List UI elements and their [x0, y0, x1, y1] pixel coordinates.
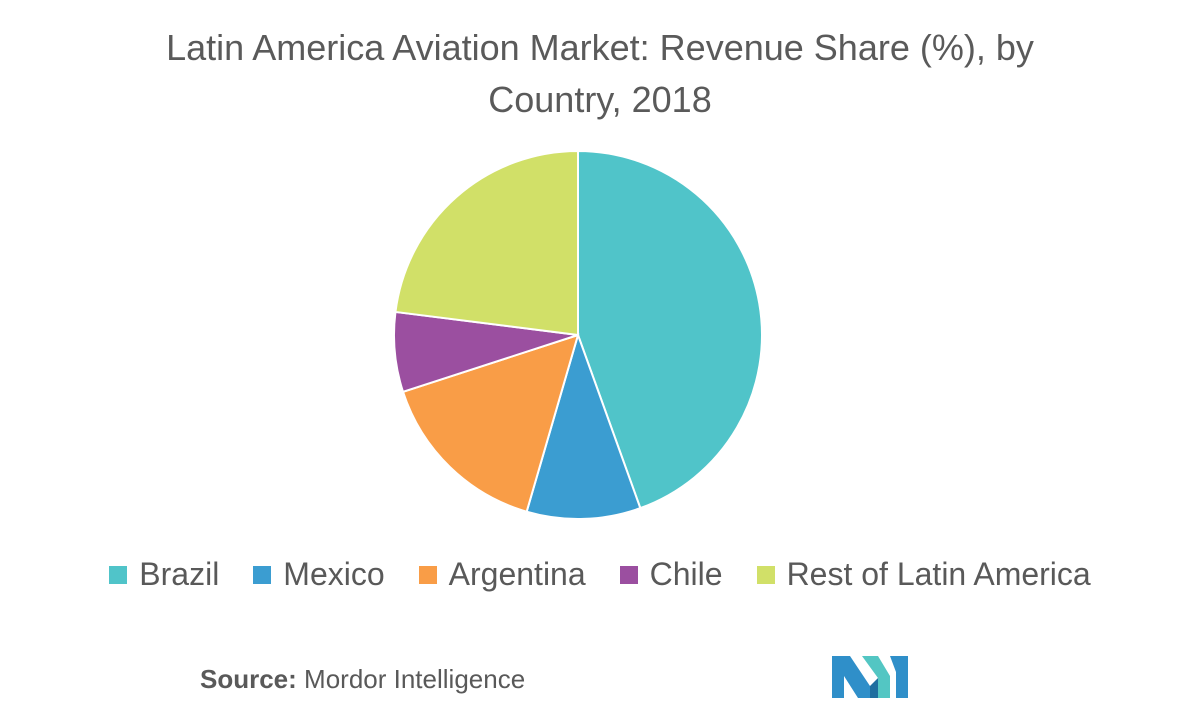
source-text: Mordor Intelligence [304, 664, 526, 694]
pie-slice-argentina [401, 333, 580, 513]
source-note: Source: Mordor Intelligence [200, 664, 525, 695]
pie-slice-brazil [577, 149, 763, 510]
legend-label-argentina: Argentina [448, 556, 586, 592]
legend-swatch-argentina [418, 565, 437, 584]
legend-item-argentina: Argentina [418, 556, 586, 593]
legend-swatch-mexico [253, 565, 272, 584]
legend-item-brazil: Brazil [109, 556, 219, 593]
chart-legend: Brazil Mexico Argentina Chile Rest of Latin … [0, 556, 1200, 593]
legend-swatch-brazil [109, 565, 128, 584]
legend-label-chile: Chile [649, 556, 723, 592]
legend-item-mexico: Mexico [253, 556, 385, 593]
legend-swatch-rest-of-latin-america [756, 565, 775, 584]
legend-swatch-chile [619, 565, 638, 584]
mordor-intelligence-logo [832, 656, 908, 698]
source-label: Source: [200, 664, 297, 694]
chart-title: Latin America Aviation Market: Revenue S… [166, 27, 1034, 120]
legend-label-brazil: Brazil [139, 556, 220, 592]
pie-slice-rest-of-latin-america [394, 149, 579, 337]
legend-label-mexico: Mexico [283, 556, 385, 592]
legend-label-rest-of-latin-america: Rest of Latin America [786, 556, 1091, 592]
legend-item-chile: Chile [619, 556, 723, 593]
pie-slice-mexico [525, 331, 642, 520]
legend-item-rest-of-latin-america: Rest of Latin America [756, 556, 1091, 593]
